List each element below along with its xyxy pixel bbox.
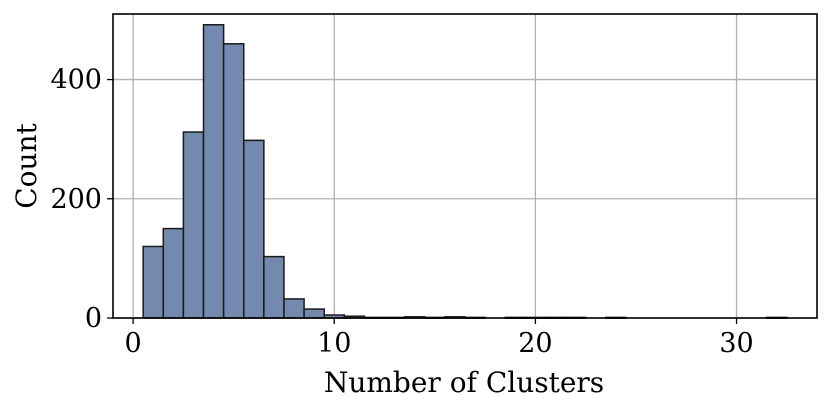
histogram-bar bbox=[242, 139, 265, 319]
histogram-bar bbox=[162, 227, 185, 319]
histogram-bar bbox=[142, 245, 165, 319]
x-tick-label: 20 bbox=[518, 328, 552, 359]
histogram-bar bbox=[202, 23, 225, 319]
x-tick-label: 10 bbox=[317, 328, 351, 359]
histogram-bar bbox=[283, 298, 305, 319]
histogram-bars bbox=[142, 23, 788, 319]
histogram-bar bbox=[263, 255, 285, 319]
histogram-bar bbox=[182, 131, 205, 319]
plot-frame bbox=[112, 13, 818, 319]
x-axis-title: Number of Clusters bbox=[324, 366, 604, 399]
histogram-bar bbox=[222, 43, 245, 319]
histogram-bar bbox=[303, 308, 325, 319]
y-axis-title: Count bbox=[10, 122, 43, 208]
axis-ticks: 0 10 20 30 0 200 400 bbox=[50, 65, 753, 359]
y-tick-label: 200 bbox=[50, 184, 102, 215]
x-tick-label: 0 bbox=[125, 328, 142, 359]
y-tick-label: 0 bbox=[85, 303, 102, 334]
x-tick-label: 30 bbox=[719, 328, 753, 359]
y-tick-label: 400 bbox=[50, 65, 102, 96]
